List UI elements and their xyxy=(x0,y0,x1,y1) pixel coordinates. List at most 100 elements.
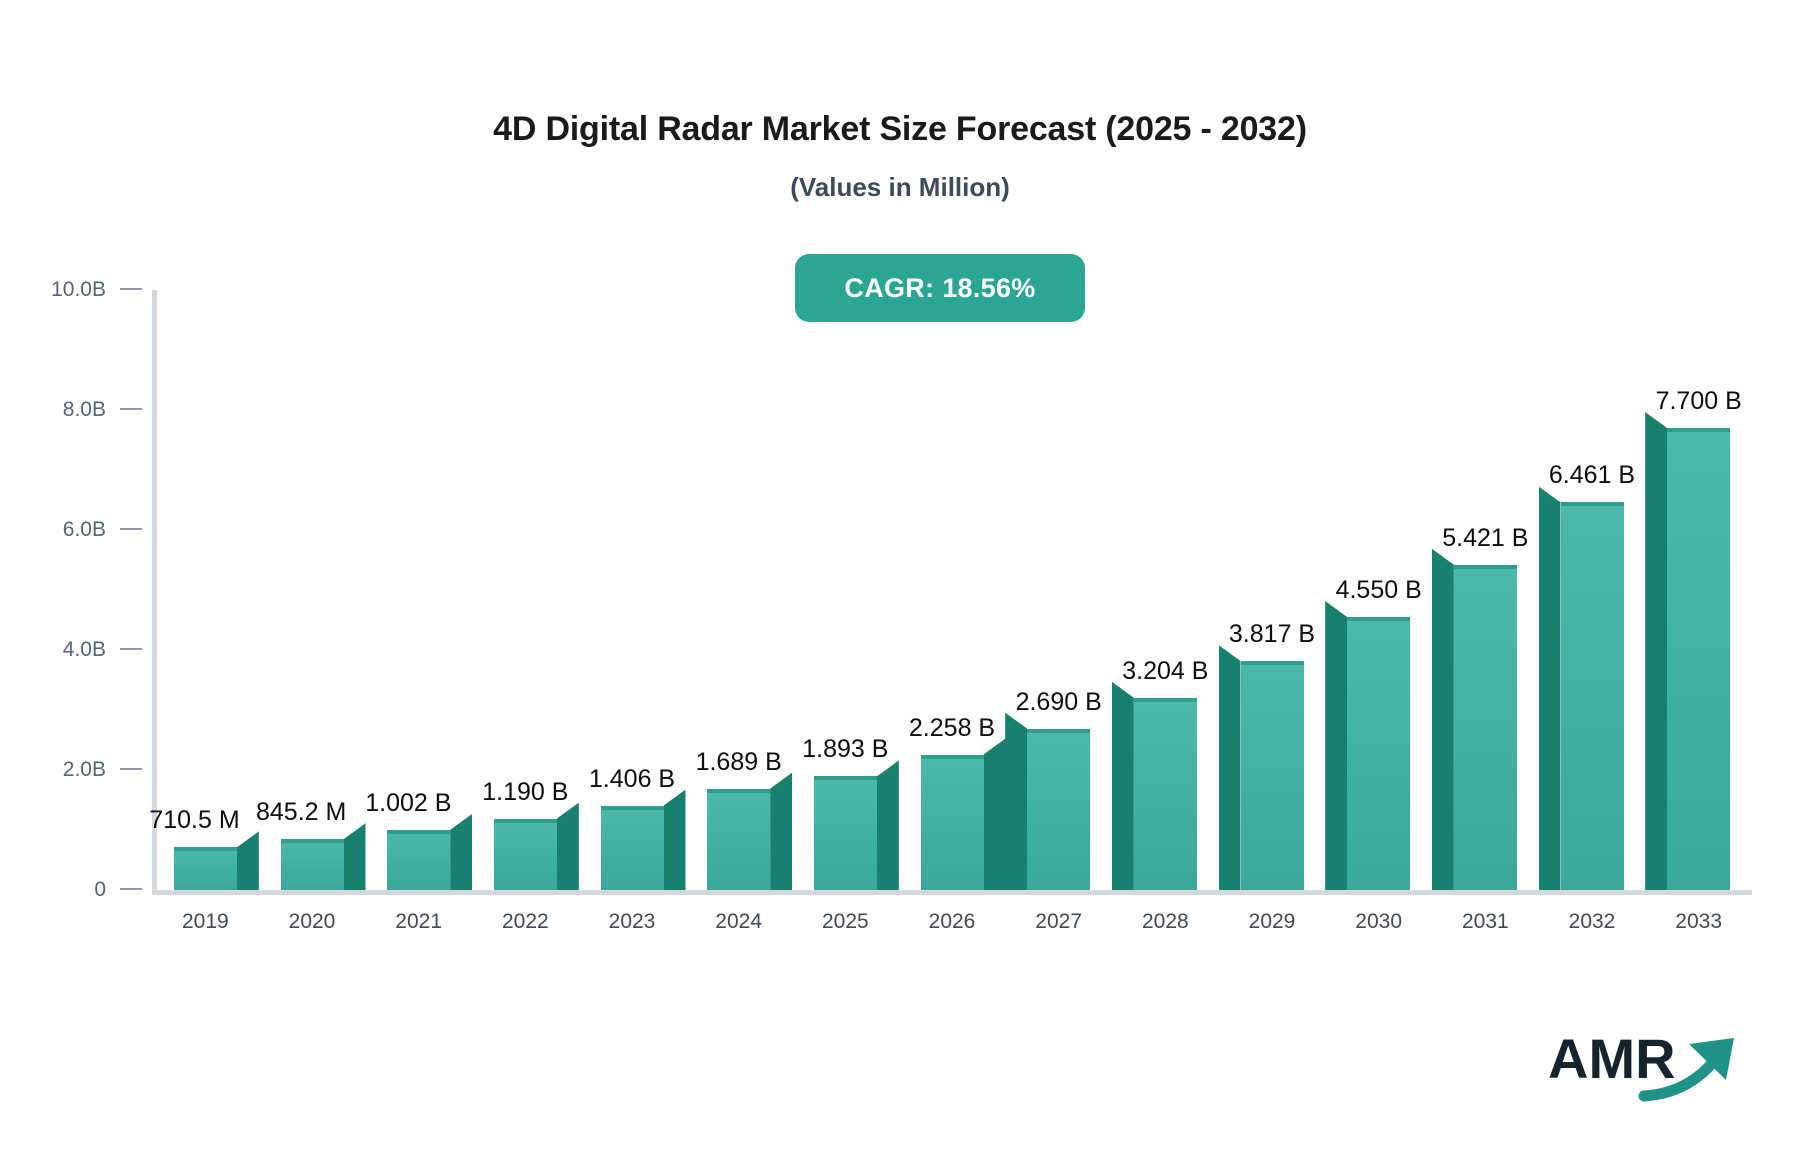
y-axis-tick: 2.0B xyxy=(4,758,142,782)
x-axis-tick-label: 2020 xyxy=(288,910,336,933)
bar[interactable]: 1.406 B xyxy=(589,765,686,890)
svg-text:AMR: AMR xyxy=(1548,1027,1676,1090)
bar-value-label: 4.550 B xyxy=(1335,576,1422,604)
y-axis-tick-dash xyxy=(120,407,142,410)
bar[interactable]: 2.690 B xyxy=(1005,688,1102,890)
bar[interactable]: 710.5 M xyxy=(149,806,259,890)
bar-side-face xyxy=(663,789,686,890)
bar-top-edge xyxy=(1240,660,1304,665)
bar-top-edge xyxy=(1027,728,1091,733)
bar-value-label: 5.421 B xyxy=(1442,523,1529,552)
bar[interactable]: 3.817 B xyxy=(1218,620,1315,890)
bar-value-label: 3.204 B xyxy=(1122,656,1209,685)
bar-side-face xyxy=(1538,486,1561,890)
bar-side-face xyxy=(450,813,473,890)
y-axis-tick-dash xyxy=(120,527,142,530)
bar-top-edge xyxy=(1347,617,1411,621)
bar-value-label: 845.2 M xyxy=(255,798,347,827)
page-title: 4D Digital Radar Market Size Forecast (2… xyxy=(493,110,1307,148)
bar-slot: 3.817 B xyxy=(1218,290,1315,890)
bar-top-edge xyxy=(1560,502,1624,507)
y-axis-tick-label: 4.0B xyxy=(62,638,106,661)
x-axis-tick-label: 2031 xyxy=(1461,910,1509,933)
bar-side-face xyxy=(1005,712,1028,890)
y-axis-tick: 8.0B xyxy=(4,398,142,422)
bar-front-face xyxy=(387,829,451,890)
bar[interactable]: 6.461 B xyxy=(1538,461,1635,890)
y-axis-tick-label: 0 xyxy=(94,878,106,901)
bar[interactable]: 3.204 B xyxy=(1111,657,1208,890)
y-axis-line xyxy=(152,290,157,895)
bar[interactable]: 1.689 B xyxy=(696,748,793,890)
bar[interactable]: 7.700 B xyxy=(1645,387,1742,890)
bar[interactable]: 5.421 B xyxy=(1431,524,1528,890)
bar[interactable]: 845.2 M xyxy=(256,798,366,890)
bar-value-label: 7.700 B xyxy=(1655,387,1742,415)
bar-side-face xyxy=(983,738,1006,890)
y-axis-tick: 6.0B xyxy=(4,518,142,542)
x-axis-tick-label: 2033 xyxy=(1675,910,1723,933)
bar-value-label: 1.689 B xyxy=(695,747,782,776)
bar-top-edge xyxy=(1667,428,1731,432)
x-axis-tick-label: 2030 xyxy=(1355,910,1403,933)
bar-front-face xyxy=(920,754,984,890)
bar[interactable]: 1.190 B xyxy=(482,778,579,890)
bar-slot: 7.700 B xyxy=(1645,290,1742,890)
x-axis-tick-label: 2027 xyxy=(1035,910,1083,933)
bar-slot: 6.461 B xyxy=(1538,290,1635,890)
bar-side-face xyxy=(556,802,579,890)
bar-slot: 710.5 M xyxy=(149,290,259,890)
y-axis-tick-label: 10.0B xyxy=(51,278,106,301)
bar-value-label: 1.893 B xyxy=(802,735,889,764)
bar-front-face xyxy=(1453,564,1517,890)
y-axis-tick-dash xyxy=(120,287,142,290)
bar-slot: 1.689 B xyxy=(696,290,793,890)
bar-top-edge xyxy=(387,829,451,834)
bar-side-face xyxy=(876,760,899,890)
bar[interactable]: 4.550 B xyxy=(1325,576,1422,890)
bar-side-face xyxy=(1431,548,1454,890)
y-axis-tick-label: 6.0B xyxy=(62,518,106,541)
x-axis-tick-label: 2026 xyxy=(928,910,976,933)
bar[interactable]: 1.893 B xyxy=(802,735,899,890)
bar-front-face xyxy=(1133,697,1197,890)
x-axis-line xyxy=(152,890,1752,895)
y-axis-tick-dash xyxy=(120,887,142,890)
bar-slot: 1.893 B xyxy=(802,290,899,890)
bar-slot: 1.190 B xyxy=(482,290,579,890)
bar-value-label: 2.258 B xyxy=(908,713,996,742)
growth-arrow-icon xyxy=(1638,1038,1734,1102)
bar-top-edge xyxy=(920,754,984,759)
bar-slot: 5.421 B xyxy=(1431,290,1528,890)
bar-slot: 2.258 B xyxy=(909,290,1006,890)
x-axis-tick-label: 2032 xyxy=(1568,910,1616,933)
bar-side-face xyxy=(1111,681,1134,890)
x-axis-tick-label: 2023 xyxy=(608,910,656,933)
bar[interactable]: 2.258 B xyxy=(909,714,1006,890)
bar-top-edge xyxy=(707,788,771,793)
x-axis-tick-label: 2022 xyxy=(501,910,549,933)
x-axis-tick-label: 2028 xyxy=(1141,910,1189,933)
bar-top-edge xyxy=(600,805,664,810)
bar-top-edge xyxy=(280,839,344,844)
x-axis-tick-label: 2019 xyxy=(181,910,229,933)
bar-top-edge xyxy=(493,818,557,823)
bar-value-label: 2.690 B xyxy=(1015,687,1102,716)
bar-top-edge xyxy=(1133,697,1197,702)
bar-slot: 1.002 B xyxy=(365,290,473,890)
bar-front-face xyxy=(1347,617,1411,890)
bar-front-face xyxy=(707,788,771,890)
y-axis-tick: 10.0B xyxy=(4,278,142,302)
page-subtitle: (Values in Million) xyxy=(790,172,1010,202)
bar-front-face xyxy=(1560,502,1624,890)
y-axis-tick-label: 2.0B xyxy=(62,758,106,781)
bar-front-face xyxy=(1027,728,1091,890)
bar-slot: 3.204 B xyxy=(1111,290,1208,890)
plot-area: 0 2.0B 4.0B 6.0B 8.0B 10.0B 710.5 M 845.2 M 1.0… xyxy=(51,278,1752,933)
bar[interactable]: 1.002 B xyxy=(365,789,473,890)
bar-value-label: 710.5 M xyxy=(149,806,240,835)
bar-front-face xyxy=(813,776,877,890)
bar-slot: 4.550 B xyxy=(1325,290,1422,890)
bar-side-face xyxy=(1218,644,1241,890)
